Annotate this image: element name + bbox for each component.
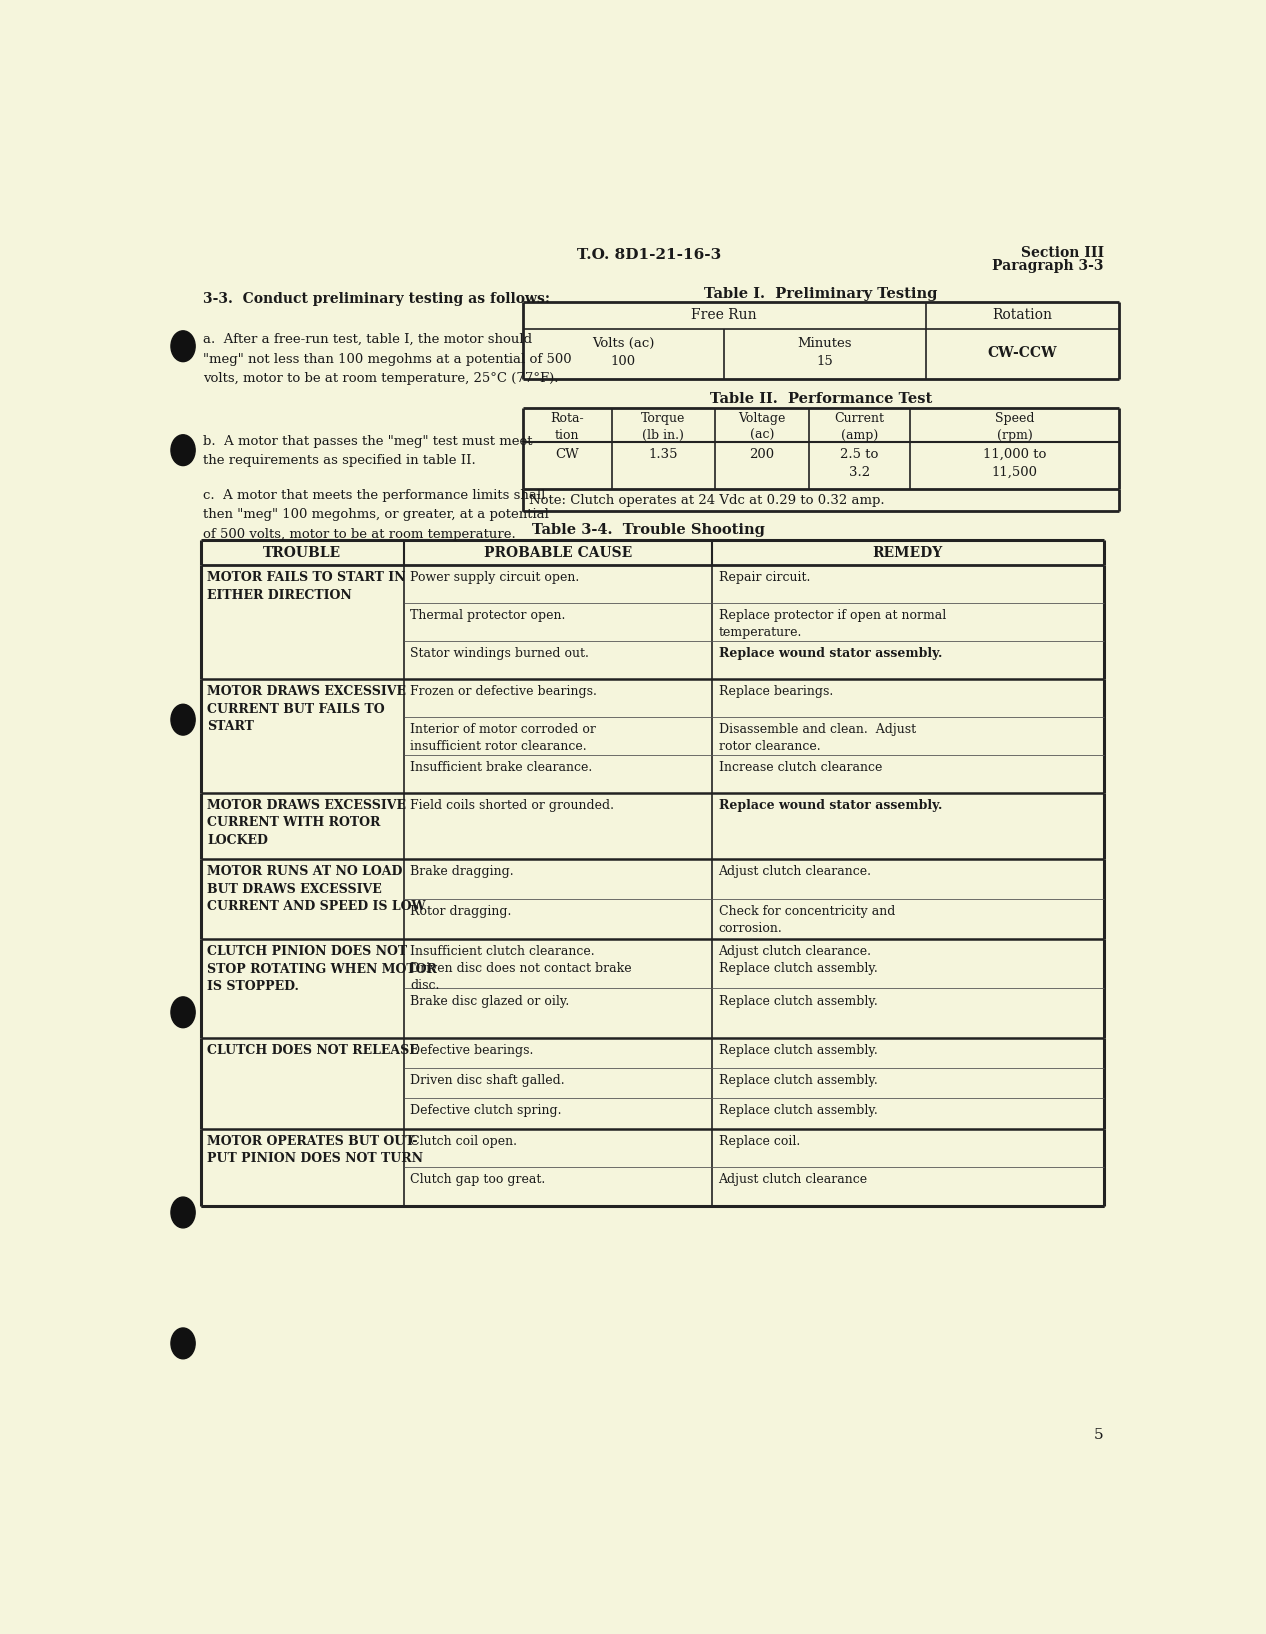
Text: 5: 5 bbox=[1094, 1428, 1104, 1443]
Text: Brake dragging.: Brake dragging. bbox=[410, 866, 514, 877]
Text: Adjust clutch clearance.: Adjust clutch clearance. bbox=[719, 866, 871, 877]
Text: Defective clutch spring.: Defective clutch spring. bbox=[410, 1105, 562, 1118]
Text: 200: 200 bbox=[749, 448, 775, 461]
Text: Volts (ac)
100: Volts (ac) 100 bbox=[592, 337, 655, 368]
Text: Interior of motor corroded or
insufficient rotor clearance.: Interior of motor corroded or insufficie… bbox=[410, 722, 596, 753]
Text: Replace wound stator assembly.: Replace wound stator assembly. bbox=[719, 647, 942, 660]
Text: Minutes
15: Minutes 15 bbox=[798, 337, 852, 368]
Text: Replace clutch assembly.: Replace clutch assembly. bbox=[719, 995, 877, 1008]
Text: Disassemble and clean.  Adjust
rotor clearance.: Disassemble and clean. Adjust rotor clea… bbox=[719, 722, 915, 753]
Text: Voltage
(ac): Voltage (ac) bbox=[738, 412, 786, 443]
Text: REMEDY: REMEDY bbox=[872, 546, 943, 560]
Text: Frozen or defective bearings.: Frozen or defective bearings. bbox=[410, 685, 598, 698]
Ellipse shape bbox=[171, 1328, 195, 1359]
Text: Driven disc shaft galled.: Driven disc shaft galled. bbox=[410, 1074, 565, 1087]
Ellipse shape bbox=[171, 1198, 195, 1227]
Text: 3-3.  Conduct preliminary testing as follows:: 3-3. Conduct preliminary testing as foll… bbox=[204, 292, 551, 306]
Text: Replace clutch assembly.: Replace clutch assembly. bbox=[719, 1074, 877, 1087]
Text: Replace coil.: Replace coil. bbox=[719, 1134, 800, 1147]
Text: Clutch gap too great.: Clutch gap too great. bbox=[410, 1173, 546, 1186]
Text: PROBABLE CAUSE: PROBABLE CAUSE bbox=[484, 546, 632, 560]
Text: Table II.  Performance Test: Table II. Performance Test bbox=[710, 392, 932, 407]
Ellipse shape bbox=[171, 435, 195, 466]
Text: Speed
(rpm): Speed (rpm) bbox=[995, 412, 1034, 443]
Text: MOTOR RUNS AT NO LOAD
BUT DRAWS EXCESSIVE
CURRENT AND SPEED IS LOW: MOTOR RUNS AT NO LOAD BUT DRAWS EXCESSIV… bbox=[208, 866, 425, 913]
Text: Check for concentricity and
corrosion.: Check for concentricity and corrosion. bbox=[719, 905, 895, 935]
Text: MOTOR DRAWS EXCESSIVE
CURRENT WITH ROTOR
LOCKED: MOTOR DRAWS EXCESSIVE CURRENT WITH ROTOR… bbox=[208, 799, 406, 846]
Text: T.O. 8D1-21-16-3: T.O. 8D1-21-16-3 bbox=[577, 248, 720, 263]
Text: CW: CW bbox=[555, 448, 579, 461]
Text: Repair circuit.: Repair circuit. bbox=[719, 570, 810, 583]
Text: 11,000 to
11,500: 11,000 to 11,500 bbox=[982, 448, 1046, 479]
Text: CW-CCW: CW-CCW bbox=[987, 346, 1057, 359]
Text: Power supply circuit open.: Power supply circuit open. bbox=[410, 570, 580, 583]
Ellipse shape bbox=[171, 704, 195, 735]
Text: b.  A motor that passes the "meg" test must meet
the requirements as specified i: b. A motor that passes the "meg" test mu… bbox=[204, 435, 533, 467]
Text: TROUBLE: TROUBLE bbox=[263, 546, 342, 560]
Text: Rota-
tion: Rota- tion bbox=[549, 412, 584, 443]
Text: Defective bearings.: Defective bearings. bbox=[410, 1044, 533, 1057]
Text: Replace clutch assembly.: Replace clutch assembly. bbox=[719, 1105, 877, 1118]
Text: Table I.  Preliminary Testing: Table I. Preliminary Testing bbox=[704, 288, 938, 301]
Text: Replace bearings.: Replace bearings. bbox=[719, 685, 833, 698]
Text: Table 3-4.  Trouble Shooting: Table 3-4. Trouble Shooting bbox=[533, 523, 765, 538]
Text: Current
(amp): Current (amp) bbox=[834, 412, 885, 443]
Text: c.  A motor that meets the performance limits shall
then "meg" 100 megohms, or g: c. A motor that meets the performance li… bbox=[204, 489, 549, 541]
Text: Field coils shorted or grounded.: Field coils shorted or grounded. bbox=[410, 799, 614, 812]
Text: Adjust clutch clearance.
Replace clutch assembly.: Adjust clutch clearance. Replace clutch … bbox=[719, 946, 877, 975]
Text: Insufficient clutch clearance.
Driven disc does not contact brake
disc.: Insufficient clutch clearance. Driven di… bbox=[410, 946, 632, 992]
Text: MOTOR OPERATES BUT OUT-
PUT PINION DOES NOT TURN: MOTOR OPERATES BUT OUT- PUT PINION DOES … bbox=[208, 1134, 423, 1165]
Text: 2.5 to
3.2: 2.5 to 3.2 bbox=[841, 448, 879, 479]
Text: Brake disc glazed or oily.: Brake disc glazed or oily. bbox=[410, 995, 570, 1008]
Text: MOTOR FAILS TO START IN
EITHER DIRECTION: MOTOR FAILS TO START IN EITHER DIRECTION bbox=[208, 570, 405, 601]
Text: Rotation: Rotation bbox=[993, 307, 1052, 322]
Text: Insufficient brake clearance.: Insufficient brake clearance. bbox=[410, 761, 592, 775]
Text: Free Run: Free Run bbox=[691, 307, 757, 322]
Text: Stator windings burned out.: Stator windings burned out. bbox=[410, 647, 589, 660]
Text: Increase clutch clearance: Increase clutch clearance bbox=[719, 761, 882, 775]
Ellipse shape bbox=[171, 997, 195, 1028]
Text: Replace protector if open at normal
temperature.: Replace protector if open at normal temp… bbox=[719, 609, 946, 639]
Text: a.  After a free-run test, table I, the motor should
"meg" not less than 100 meg: a. After a free-run test, table I, the m… bbox=[204, 333, 572, 386]
Text: Torque
(lb in.): Torque (lb in.) bbox=[641, 412, 685, 443]
Text: MOTOR DRAWS EXCESSIVE
CURRENT BUT FAILS TO
START: MOTOR DRAWS EXCESSIVE CURRENT BUT FAILS … bbox=[208, 685, 406, 734]
Text: Rotor dragging.: Rotor dragging. bbox=[410, 905, 511, 918]
Text: Note: Clutch operates at 24 Vdc at 0.29 to 0.32 amp.: Note: Clutch operates at 24 Vdc at 0.29 … bbox=[529, 493, 885, 507]
Text: Section III: Section III bbox=[1020, 247, 1104, 260]
Text: Paragraph 3-3: Paragraph 3-3 bbox=[993, 260, 1104, 273]
Text: Clutch coil open.: Clutch coil open. bbox=[410, 1134, 517, 1147]
Text: Replace clutch assembly.: Replace clutch assembly. bbox=[719, 1044, 877, 1057]
Text: Replace wound stator assembly.: Replace wound stator assembly. bbox=[719, 799, 942, 812]
Text: Thermal protector open.: Thermal protector open. bbox=[410, 609, 566, 623]
Text: CLUTCH DOES NOT RELEASE: CLUTCH DOES NOT RELEASE bbox=[208, 1044, 419, 1057]
Text: 1.35: 1.35 bbox=[648, 448, 677, 461]
Text: CLUTCH PINION DOES NOT
STOP ROTATING WHEN MOTOR
IS STOPPED.: CLUTCH PINION DOES NOT STOP ROTATING WHE… bbox=[208, 946, 437, 993]
Ellipse shape bbox=[171, 330, 195, 361]
Text: Adjust clutch clearance: Adjust clutch clearance bbox=[719, 1173, 867, 1186]
